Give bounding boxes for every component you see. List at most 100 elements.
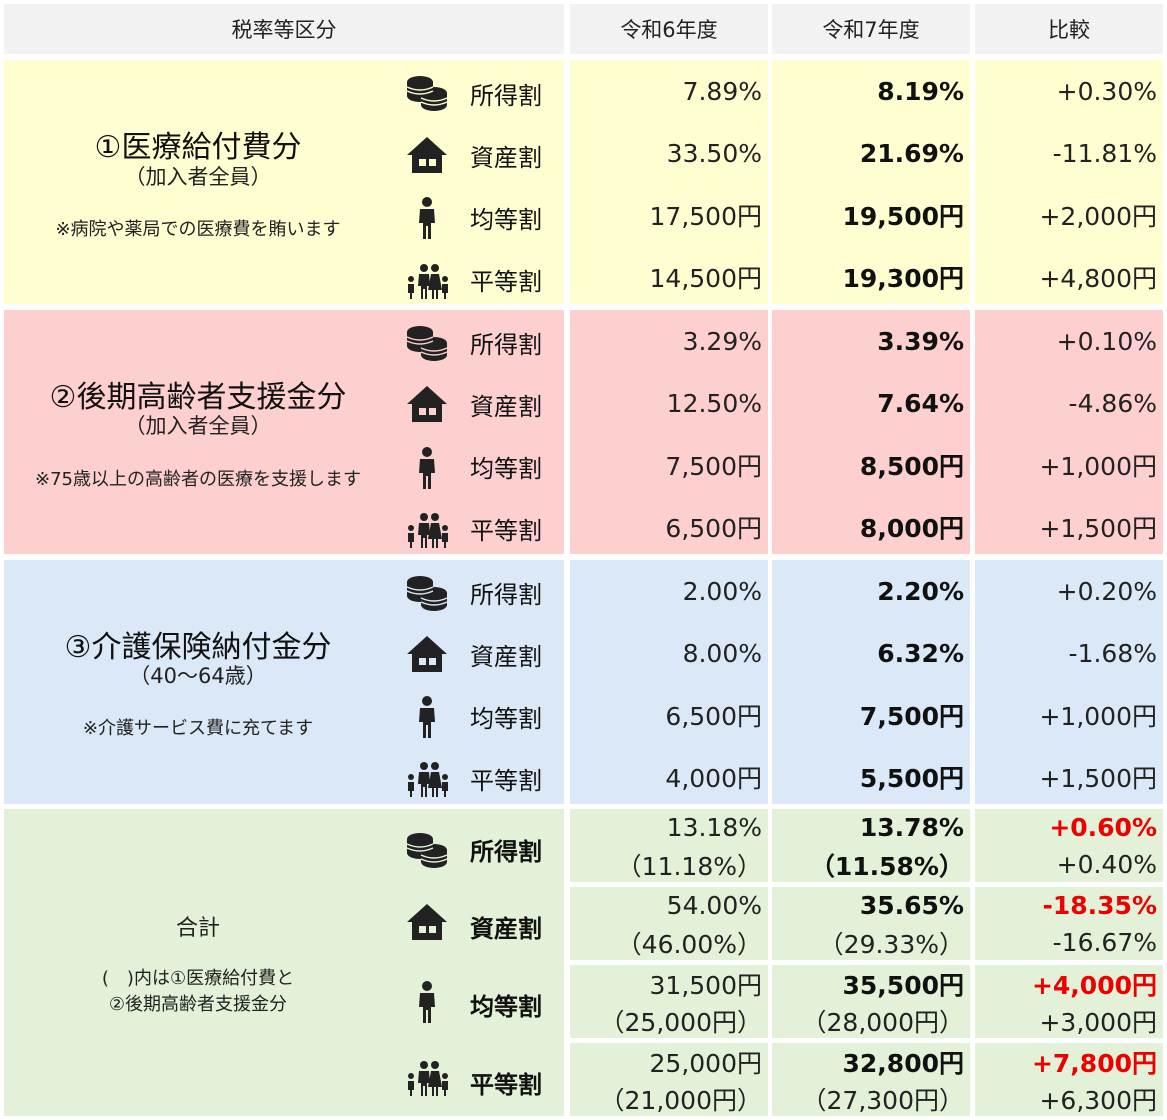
section-3-diff-cell [975,560,1163,804]
family-icon [408,513,448,548]
s3-r6-per-capita: 6,500円 [665,702,762,731]
total-note-line1: ( )内は①医療給付費と [101,968,295,989]
section-2-label-cell [4,310,564,554]
section-3-note: ※介護サービス費に充てます [82,718,314,739]
s2-r6-household: 6,500円 [665,514,762,543]
house-icon [407,904,447,940]
total-diff-per-capita: +4,000円 [1031,970,1157,1000]
s3-diff-asset: -1.68% [1068,638,1157,668]
total-diff-cell-2 [975,887,1163,960]
coins-icon [406,76,448,111]
total-r6-household: 25,000円 [649,1048,762,1078]
s3-diff-per-capita: +1,000円 [1039,702,1157,731]
family-icon [408,762,448,797]
total-r6-asset: 54.00% [666,891,762,920]
section-1-label-cell [4,60,564,304]
type-label-household: 平等割 [470,517,542,545]
type-label-per-capita: 均等割 [470,705,542,733]
type-label-asset: 資産割 [470,643,542,671]
s2-r6-income: 3.29% [682,326,762,356]
s3-r6-asset: 8.00% [682,638,762,668]
total-r6-cell-2 [570,887,768,960]
total-r7-per-capita: 35,500円 [842,970,964,1000]
total-r7-household-sub: （27,300円） [801,1085,964,1115]
s1-r6-household: 14,500円 [649,264,762,293]
type-label-income: 所得割 [470,581,542,609]
s1-diff-per-capita: +2,000円 [1039,202,1157,231]
person-icon [419,981,435,1023]
type-label-per-capita: 均等割 [470,993,542,1021]
header-diff: 比較 [975,4,1163,54]
type-label-income: 所得割 [470,82,542,110]
s2-r6-per-capita: 7,500円 [665,452,762,481]
section-3-r6-cell [570,560,768,804]
s2-r7-per-capita: 8,500円 [859,452,964,481]
s2-diff-household: +1,500円 [1039,514,1157,543]
s3-r7-per-capita: 7,500円 [859,702,964,731]
section-2-note: ※75歳以上の高齢者の医療を支援します [35,469,361,490]
s1-r6-income: 7.89% [682,76,762,106]
section-3-title: ③介護保険納付金分 [64,630,332,665]
section-2-diff-cell [975,310,1163,554]
total-r6-asset-sub: （46.00%） [616,929,762,959]
type-label-per-capita: 均等割 [470,206,542,234]
section-3-label-cell [4,560,564,804]
type-label-household: 平等割 [470,268,542,296]
total-diff-cell-3 [975,965,1163,1038]
s1-r6-asset: 33.50% [666,138,762,168]
coins-icon [406,833,448,868]
type-label-asset: 資産割 [470,144,542,172]
total-r6-income: 13.18% [666,813,762,842]
coins-icon [406,576,448,611]
section-3-r7-cell [772,560,970,804]
s1-diff-asset: -11.81% [1052,138,1157,168]
type-label-asset: 資産割 [470,393,542,421]
section-1-subtitle: （加入者全員） [124,165,272,189]
coins-icon [406,326,448,361]
total-label-cell [4,809,564,1116]
header-r6: 令和6年度 [570,4,768,54]
type-label-income: 所得割 [470,331,542,359]
s1-r6-per-capita: 17,500円 [649,202,762,231]
section-3-subtitle: （40～64歳） [129,664,267,688]
section-2-r7-cell [772,310,970,554]
section-1-r7-cell [772,60,970,304]
s3-r7-asset: 6.32% [877,638,964,668]
total-title: 合計 [175,916,220,941]
total-diff-income: +0.60% [1049,813,1157,842]
s3-r6-household: 4,000円 [665,764,762,793]
total-r6-household-sub: （21,000円） [599,1085,762,1115]
type-label-per-capita: 均等割 [470,455,542,483]
type-label-household: 平等割 [470,767,542,795]
s2-diff-income: +0.10% [1056,326,1157,356]
house-icon [407,137,447,173]
s2-diff-per-capita: +1,000円 [1039,452,1157,481]
s2-r7-household: 8,000円 [859,514,964,543]
total-diff-household-sub: +6,300円 [1039,1085,1157,1115]
s3-r7-income: 2.20% [877,576,964,606]
s1-r7-asset: 21.69% [859,138,964,168]
total-r6-cell-1 [570,809,768,882]
total-r7-household: 32,800円 [842,1048,964,1078]
total-r7-asset: 35.65% [859,891,964,920]
s3-diff-household: +1,500円 [1039,764,1157,793]
s3-r7-household: 5,500円 [859,764,964,793]
section-2-title: ②後期高齢者支援金分 [49,380,347,415]
person-icon [419,447,435,489]
type-label-household: 平等割 [470,1071,542,1099]
s2-r7-income: 3.39% [877,326,964,356]
total-r7-cell-1 [772,809,970,882]
section-1-title: ①医療給付費分 [94,130,302,165]
type-label-income: 所得割 [470,838,542,866]
section-1-diff-cell [975,60,1163,304]
total-diff-cell-1 [975,809,1163,882]
total-r7-cell-4 [772,1043,970,1116]
s1-r7-household: 19,300円 [842,264,964,293]
total-r7-asset-sub: （29.33%） [818,929,964,959]
s1-diff-income: +0.30% [1056,76,1157,106]
total-r7-cell-2 [772,887,970,960]
total-r6-income-sub: （11.18%） [616,851,762,881]
section-1-r6-cell [570,60,768,304]
person-icon [419,696,435,738]
